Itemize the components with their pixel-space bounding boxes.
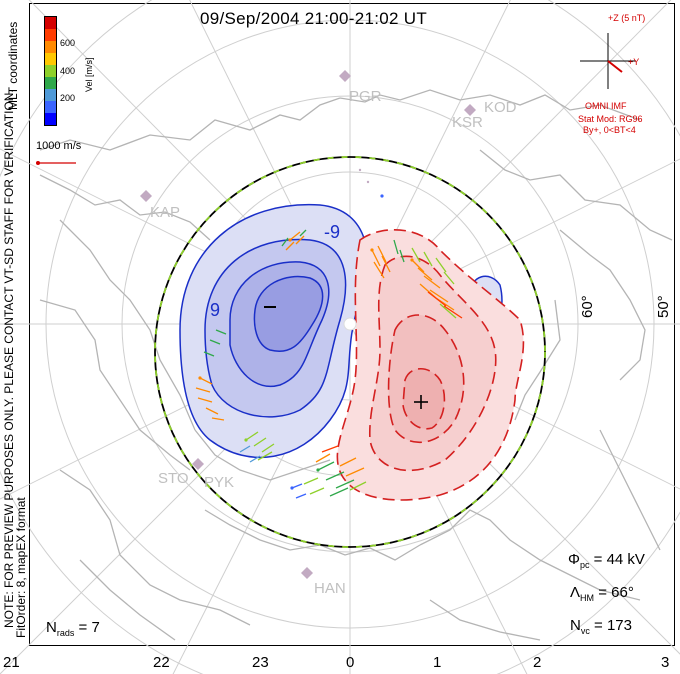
velocity-colorbar: [44, 16, 57, 126]
colorbar-segment: [45, 29, 56, 41]
hm-boundary-dashes: [154, 156, 546, 548]
vector-count: Nvc = 173: [570, 617, 632, 636]
colorbar-segment: [45, 53, 56, 65]
nvc-value: = 173: [594, 617, 632, 634]
station-label-pgr: PGR: [349, 88, 382, 105]
phi-pc-value: = 44 kV: [593, 551, 645, 568]
imf-source-label: OMNI IMF: [585, 101, 627, 111]
station-label-han: HAN: [314, 580, 346, 597]
colorbar-tick-400: 400: [60, 66, 76, 76]
lat-label-50: 50°: [655, 295, 672, 318]
lambda-hm-subscript: HM: [580, 593, 595, 603]
lambda-hm-symbol: Λ: [570, 584, 581, 601]
phi-pc-subscript: pc: [579, 560, 590, 570]
hm-latitude: ΛHM = 66°: [570, 584, 634, 603]
lambda-hm-value: = 66°: [598, 584, 634, 601]
mlt-label-2: 2: [533, 654, 542, 671]
contour-label: -9: [324, 222, 341, 243]
colorbar-segment: [45, 113, 56, 125]
imf-condition-label: By+, 0<BT<4: [583, 125, 636, 135]
colorbar-tick-600: 600: [60, 38, 76, 48]
mlt-label-1: 1: [433, 654, 442, 671]
nvc-symbol: N: [570, 617, 581, 634]
imf-model-label: Stat Mod: RG96: [578, 114, 643, 124]
colorbar-segment: [45, 17, 56, 29]
mlt-label-0: 0: [346, 654, 355, 671]
contour-label-2: 9: [210, 300, 221, 321]
positive-cell: [336, 229, 525, 501]
colorbar-segment: [45, 65, 56, 77]
station-label-pyk: PYK: [204, 474, 235, 491]
mlt-label-3: 3: [661, 654, 670, 671]
pole-marker: [343, 317, 357, 331]
negative-cell: [179, 203, 503, 459]
station-label-kap: KAP: [150, 204, 181, 221]
imf-dial: [580, 33, 636, 89]
lat-label-60: 60°: [579, 295, 596, 318]
reference-vector-label: 1000 m/s: [36, 140, 82, 152]
radar-count: Nrads = 7: [46, 619, 100, 638]
station-label-ksr: KSR: [452, 114, 483, 131]
mlt-label-22: 22: [153, 654, 170, 671]
station-markers: [140, 70, 476, 579]
reference-vector: [36, 161, 76, 165]
page-title: 09/Sep/2004 21:00-21:02 UT: [200, 9, 428, 28]
nrads-symbol: N: [46, 619, 57, 636]
mlt-label-21: 21: [3, 654, 20, 671]
velocity-vectors: [195, 229, 463, 499]
phi-pc-symbol: Φ: [568, 551, 580, 568]
colorbar-segment: [45, 89, 56, 101]
imf-z-axis-label: +Z (5 nT): [608, 13, 646, 23]
colorbar-segment: [45, 77, 56, 89]
colorbar-label: Vel [m/s]: [84, 57, 94, 92]
imf-y-axis-label: +Y: [628, 57, 640, 67]
cross-polar-potential: Φpc = 44 kV: [568, 551, 645, 570]
positive-center-marker: [414, 395, 428, 409]
nrads-subscript: rads: [56, 628, 75, 638]
station-label-sto: STO: [158, 470, 189, 487]
vector-origin-dots: [198, 168, 414, 490]
colorbar-segment: [45, 101, 56, 113]
nvc-subscript: vc: [580, 626, 590, 636]
fit-order-note: FitOrder: 8, mapEX format: [14, 497, 28, 638]
mlt-label-23: 23: [252, 654, 269, 671]
station-label-kod: KOD: [484, 99, 517, 116]
colorbar-segment: [45, 41, 56, 53]
nrads-value: = 7: [78, 619, 100, 636]
colorbar-tick-200: 200: [60, 93, 76, 103]
